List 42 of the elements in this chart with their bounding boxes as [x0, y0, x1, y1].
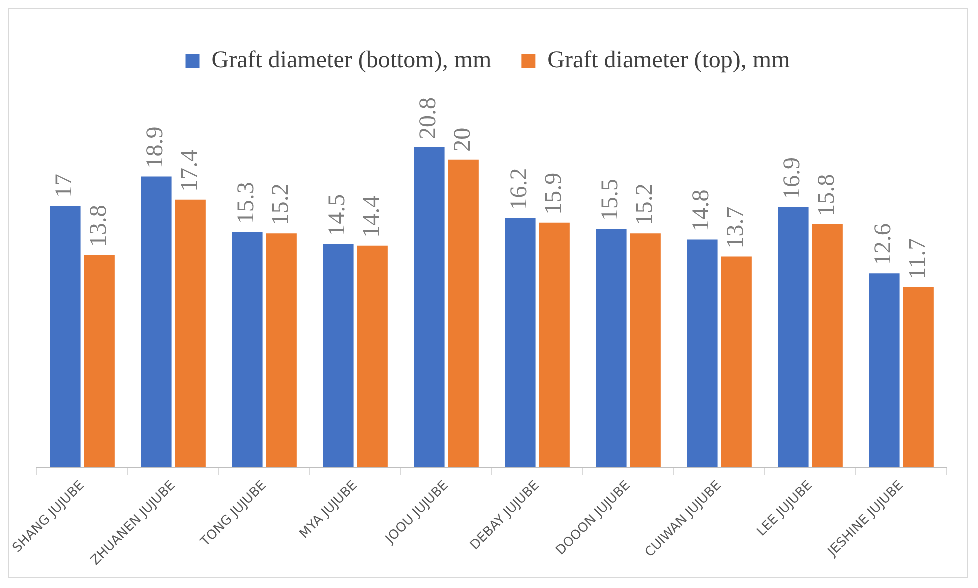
data-label: 17 — [52, 174, 78, 198]
bar — [357, 246, 388, 468]
bar — [50, 206, 81, 468]
bar — [630, 234, 661, 468]
bar — [448, 160, 479, 468]
bar — [232, 232, 263, 468]
data-label: 13.7 — [722, 206, 749, 249]
data-label: 15.2 — [268, 184, 294, 226]
data-label: 15.9 — [540, 172, 567, 215]
bar — [903, 287, 934, 468]
bar — [687, 240, 718, 468]
bar — [266, 234, 297, 468]
bar — [505, 218, 536, 468]
data-label: 12.6 — [870, 224, 897, 266]
data-label: 11.7 — [904, 238, 931, 280]
data-label: 14.8 — [688, 190, 715, 232]
data-label: 17.4 — [176, 150, 203, 192]
data-label: 14.4 — [358, 196, 385, 238]
data-label: 16.9 — [780, 158, 806, 200]
bar — [778, 208, 809, 468]
legend-label: Graft diameter (bottom), mm — [212, 47, 492, 74]
data-label: 18.9 — [142, 126, 169, 169]
bar — [721, 256, 752, 468]
bar — [175, 200, 206, 468]
data-label: 14.5 — [324, 194, 351, 236]
legend-label: Graft diameter (top), mm — [548, 47, 791, 74]
bar — [414, 148, 445, 468]
bar — [323, 244, 354, 468]
data-label: 20.8 — [416, 98, 442, 140]
bar — [539, 222, 570, 468]
data-label: 15.3 — [234, 182, 260, 224]
data-label: 20 — [450, 128, 476, 152]
bar — [869, 274, 900, 468]
data-label: 15.8 — [814, 174, 840, 216]
data-label: 16.2 — [506, 168, 533, 210]
bar — [141, 176, 172, 468]
data-label: 15.2 — [632, 184, 658, 226]
bar — [596, 229, 627, 468]
bar — [812, 224, 843, 468]
bar — [84, 255, 115, 468]
data-label: 15.5 — [598, 179, 624, 222]
data-label: 13.8 — [86, 205, 112, 248]
